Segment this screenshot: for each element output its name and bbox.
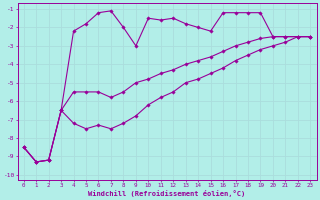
X-axis label: Windchill (Refroidissement éolien,°C): Windchill (Refroidissement éolien,°C) (88, 190, 246, 197)
